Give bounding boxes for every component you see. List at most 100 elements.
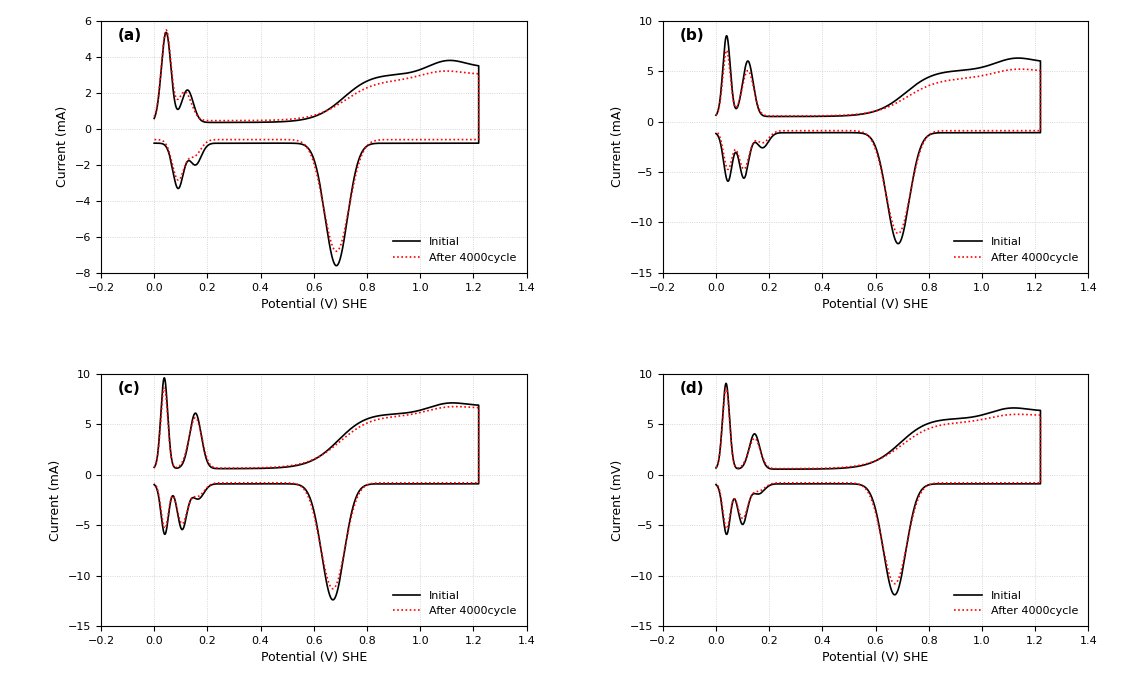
Initial <box>456 400 469 408</box>
Initial <box>709 464 723 472</box>
Text: (c): (c) <box>118 381 140 396</box>
Initial <box>147 463 160 471</box>
Initial <box>987 407 1001 416</box>
After 4000cycle <box>709 127 723 136</box>
X-axis label: Potential (V) SHE: Potential (V) SHE <box>822 652 929 665</box>
Text: (a): (a) <box>118 28 142 43</box>
Initial <box>729 497 743 505</box>
Y-axis label: Current (mA): Current (mA) <box>611 106 624 187</box>
Initial <box>886 229 900 237</box>
Initial <box>167 493 181 501</box>
Initial <box>1018 54 1031 63</box>
Initial <box>719 379 733 387</box>
Line: After 4000cycle: After 4000cycle <box>716 50 1040 233</box>
Initial <box>425 402 439 411</box>
Initial <box>157 374 171 382</box>
After 4000cycle <box>709 111 723 119</box>
Initial <box>987 59 1001 67</box>
Initial <box>425 61 439 69</box>
Line: Initial: Initial <box>716 36 1040 244</box>
Initial <box>167 171 181 180</box>
Line: After 4000cycle: After 4000cycle <box>154 30 479 251</box>
After 4000cycle <box>982 414 995 422</box>
Legend: Initial, After 4000cycle: Initial, After 4000cycle <box>388 586 521 621</box>
After 4000cycle <box>327 585 340 593</box>
After 4000cycle <box>761 482 774 490</box>
Initial <box>200 143 213 151</box>
Initial <box>421 63 434 71</box>
X-axis label: Potential (V) SHE: Potential (V) SHE <box>822 298 929 311</box>
Initial <box>421 404 434 412</box>
Initial <box>720 32 734 40</box>
After 4000cycle <box>709 480 723 488</box>
Initial <box>982 61 995 69</box>
Initial <box>324 250 338 259</box>
After 4000cycle <box>886 222 900 230</box>
X-axis label: Potential (V) SHE: Potential (V) SHE <box>260 652 367 665</box>
After 4000cycle <box>159 26 173 34</box>
Initial <box>761 138 774 147</box>
After 4000cycle <box>147 480 160 488</box>
Initial <box>709 111 723 119</box>
Initial <box>888 591 901 599</box>
After 4000cycle <box>709 464 723 472</box>
Line: Initial: Initial <box>154 378 479 600</box>
Initial <box>147 480 160 488</box>
Initial <box>456 58 469 67</box>
Initial <box>327 596 340 604</box>
Initial <box>330 261 343 270</box>
Initial <box>324 594 338 603</box>
Initial <box>761 482 774 491</box>
Initial <box>982 409 995 417</box>
After 4000cycle <box>147 136 160 144</box>
Line: Initial: Initial <box>154 32 479 266</box>
After 4000cycle <box>421 69 434 78</box>
Initial <box>891 239 904 248</box>
After 4000cycle <box>157 383 171 391</box>
Initial <box>159 28 173 36</box>
Initial <box>1018 405 1031 413</box>
After 4000cycle <box>720 46 734 54</box>
After 4000cycle <box>167 493 181 502</box>
After 4000cycle <box>987 69 1001 77</box>
Y-axis label: Current (mA): Current (mA) <box>56 106 70 187</box>
Line: After 4000cycle: After 4000cycle <box>154 387 479 589</box>
Initial <box>709 480 723 488</box>
Initial <box>709 129 723 138</box>
After 4000cycle <box>456 402 469 411</box>
After 4000cycle <box>729 496 743 504</box>
Y-axis label: Current (mV): Current (mV) <box>611 460 624 541</box>
Line: Initial: Initial <box>716 383 1040 595</box>
After 4000cycle <box>324 239 338 248</box>
After 4000cycle <box>1018 65 1031 74</box>
Text: (d): (d) <box>680 381 705 396</box>
Line: After 4000cycle: After 4000cycle <box>716 388 1040 583</box>
After 4000cycle <box>421 407 434 415</box>
X-axis label: Potential (V) SHE: Potential (V) SHE <box>260 298 367 311</box>
After 4000cycle <box>891 229 904 237</box>
Text: (b): (b) <box>680 28 705 43</box>
After 4000cycle <box>147 113 160 121</box>
After 4000cycle <box>1018 410 1031 418</box>
After 4000cycle <box>200 484 213 493</box>
After 4000cycle <box>167 166 181 174</box>
Legend: Initial, After 4000cycle: Initial, After 4000cycle <box>388 233 521 268</box>
Initial <box>200 486 213 494</box>
After 4000cycle <box>425 68 439 76</box>
Initial <box>729 148 743 156</box>
After 4000cycle <box>761 135 774 143</box>
After 4000cycle <box>719 384 733 392</box>
After 4000cycle <box>729 145 743 153</box>
After 4000cycle <box>330 247 343 255</box>
Y-axis label: Current (mA): Current (mA) <box>49 460 63 541</box>
After 4000cycle <box>324 584 338 592</box>
Initial <box>886 590 900 598</box>
After 4000cycle <box>425 405 439 413</box>
After 4000cycle <box>456 68 469 76</box>
Initial <box>147 139 160 147</box>
Legend: Initial, After 4000cycle: Initial, After 4000cycle <box>950 586 1083 621</box>
After 4000cycle <box>886 579 900 587</box>
After 4000cycle <box>147 463 160 471</box>
After 4000cycle <box>982 70 995 78</box>
After 4000cycle <box>888 579 901 588</box>
